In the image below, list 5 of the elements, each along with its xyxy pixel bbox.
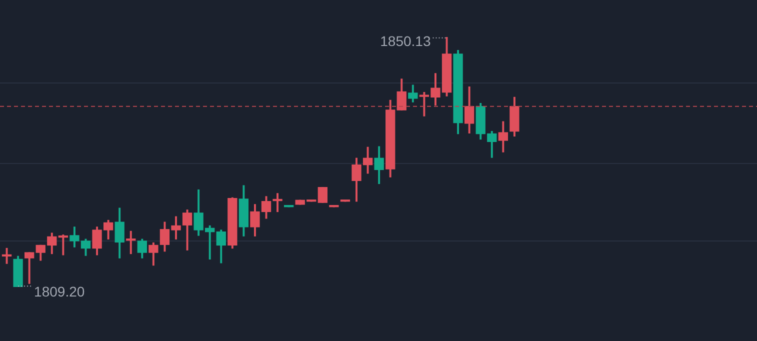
annotation: 1850.13 bbox=[380, 33, 431, 50]
candlestick bbox=[272, 193, 282, 212]
annotation: 1809.20 bbox=[34, 283, 85, 300]
candlestick bbox=[58, 234, 68, 256]
candlestick bbox=[126, 230, 136, 254]
